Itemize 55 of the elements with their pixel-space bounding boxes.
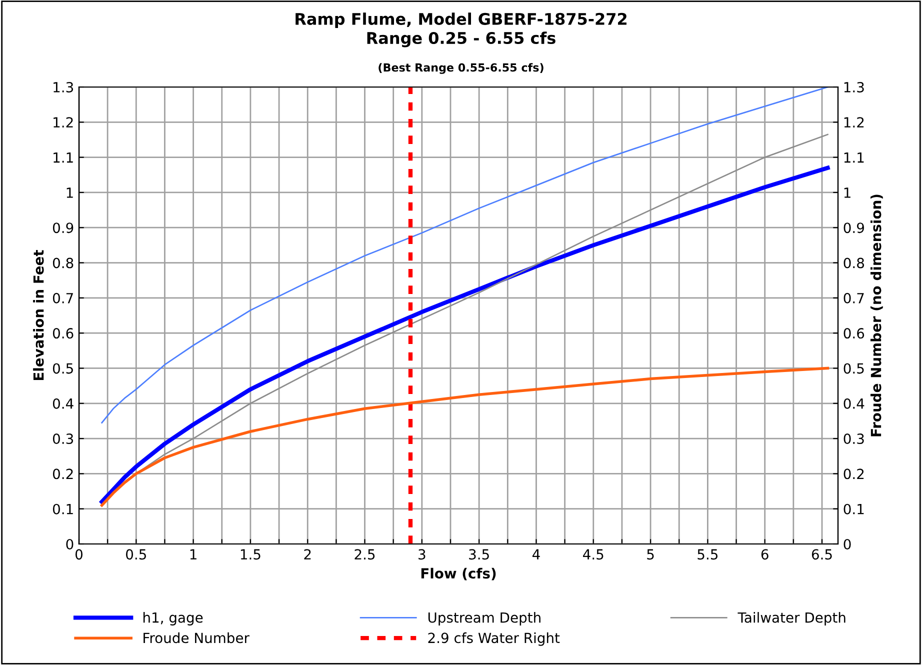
x-tick-label: 2	[304, 549, 311, 560]
x-tick-label: 0.5	[126, 549, 146, 560]
x-tick-label: 2.5	[354, 549, 375, 560]
x-tick-label: 5	[647, 549, 654, 560]
y-tick-label: 0.3	[52, 434, 74, 444]
legend-label: h1, gage	[143, 612, 203, 626]
x-tick-label: 0	[75, 549, 82, 560]
y2-tick-label: 1	[844, 188, 850, 198]
x-tick-label: 1	[190, 549, 196, 560]
x-tick-label: 6.5	[812, 549, 832, 560]
y-tick-label: 1.1	[54, 152, 73, 163]
y2-axis-title: Froude Number (no dimension)	[870, 194, 883, 436]
y2-tick-label: 0.1	[844, 504, 864, 514]
y2-tick-label: 0.8	[844, 258, 864, 268]
y2-tick-label: 1.3	[844, 82, 864, 92]
x-tick-label: 1.5	[240, 549, 260, 560]
chart-subtitle: (Best Range 0.55-6.55 cfs)	[378, 63, 544, 74]
line-series	[101, 87, 828, 424]
y2-tick-label: 0.5	[844, 363, 864, 374]
y-axis-title: Elevation in Feet	[33, 250, 44, 380]
legend-label: 2.9 cfs Water Right	[428, 632, 560, 646]
x-axis-title: Flow (cfs)	[421, 568, 496, 580]
y2-tick-label: 1.2	[844, 117, 864, 128]
y-tick-label: 0	[66, 538, 74, 550]
legend-label: Upstream Depth	[428, 612, 540, 626]
y2-tick-label: 0.4	[844, 398, 864, 409]
line-series	[100, 366, 830, 507]
x-tick-label: 4	[532, 549, 540, 560]
y-tick-label: 0.2	[52, 468, 73, 480]
y-tick-label: 1	[66, 188, 73, 198]
x-tick-label: 5.5	[698, 549, 718, 560]
y-tick-label: 0.1	[52, 504, 73, 514]
legend-label: Froude Number	[144, 632, 250, 644]
y-tick-label: 1.3	[54, 82, 74, 92]
y2-tick-label: 0	[844, 538, 851, 550]
y-tick-label: 0.8	[52, 258, 74, 268]
line-series	[100, 166, 830, 504]
y2-tick-label: 0.9	[844, 222, 864, 234]
legend-label: Tailwater Depth	[738, 612, 846, 626]
y2-tick-label: 0.3	[844, 434, 864, 444]
y2-tick-label: 0.2	[844, 468, 864, 480]
y2-tick-label: 0.6	[844, 328, 864, 339]
y-tick-label: 0.7	[52, 292, 73, 304]
y-tick-label: 0.9	[52, 222, 74, 234]
x-tick-label: 4.5	[583, 549, 604, 560]
y-tick-label: 1.2	[54, 117, 73, 128]
y-tick-label: 0.5	[52, 363, 73, 374]
x-tick-label: 6	[761, 549, 768, 560]
x-tick-label: 3	[418, 549, 426, 560]
y2-tick-label: 0.7	[844, 292, 864, 304]
x-tick-label: 3.5	[469, 549, 489, 560]
y2-tick-label: 1.1	[844, 152, 864, 163]
y-tick-label: 0.6	[52, 328, 74, 339]
chart-title: Ramp Flume, Model GBERF-1875-272 Range 0.25 - 6.55 cfs	[296, 12, 626, 48]
y-tick-label: 0.4	[52, 398, 74, 409]
